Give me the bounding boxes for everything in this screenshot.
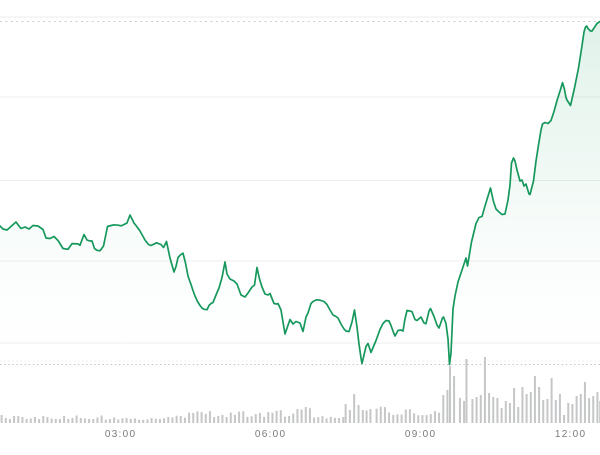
svg-text:03:00: 03:00 <box>105 429 137 440</box>
svg-text:09:00: 09:00 <box>405 429 437 440</box>
svg-text:06:00: 06:00 <box>255 429 287 440</box>
svg-text:12:00: 12:00 <box>555 429 587 440</box>
